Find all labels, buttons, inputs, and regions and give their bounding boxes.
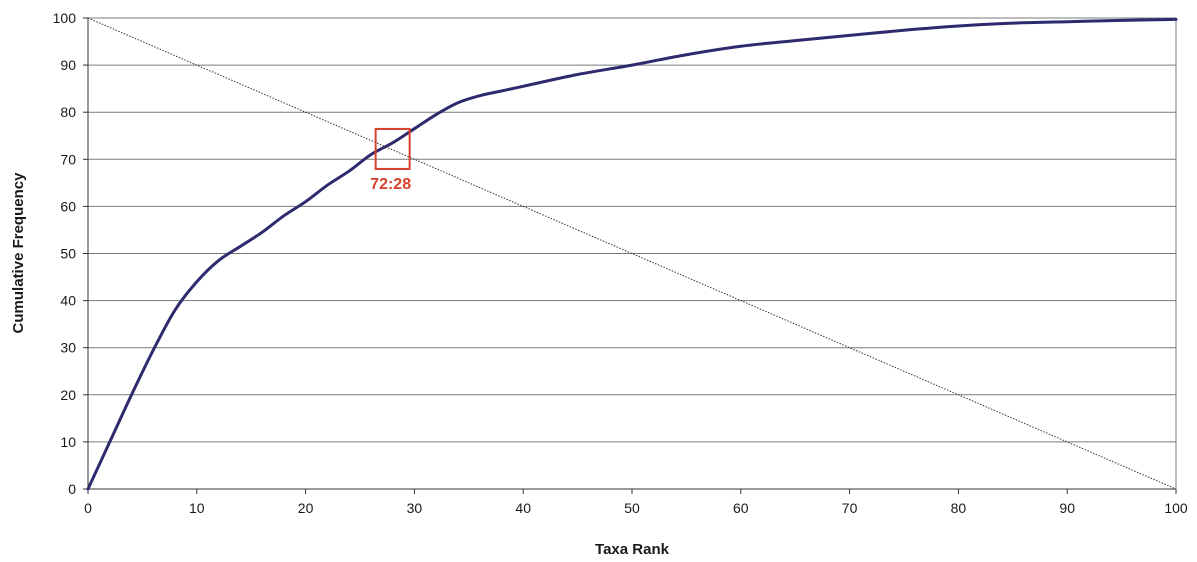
y-tick-label: 50 xyxy=(60,246,76,262)
y-tick-label: 40 xyxy=(60,293,76,309)
x-tick-label: 90 xyxy=(1059,500,1075,516)
y-tick-label: 20 xyxy=(60,387,76,403)
x-axis-title: Taxa Rank xyxy=(595,541,670,558)
y-tick-label: 100 xyxy=(53,10,77,26)
y-tick-label: 70 xyxy=(60,151,76,167)
axes xyxy=(83,17,1177,494)
cumulative-frequency-line xyxy=(86,17,1178,491)
y-tick-label: 10 xyxy=(60,434,76,450)
crossover-label: 72:28 xyxy=(370,176,411,193)
series-group xyxy=(86,17,1178,491)
x-tick-labels: 0 10 20 30 40 50 60 70 80 90 100 xyxy=(84,500,1188,516)
gridlines xyxy=(88,17,1176,490)
x-tick-label: 60 xyxy=(733,500,749,516)
y-tick-label: 60 xyxy=(60,198,76,214)
x-tick-label: 30 xyxy=(407,500,423,516)
x-tick-label: 100 xyxy=(1164,500,1188,516)
crossover-marker-box xyxy=(374,127,411,170)
x-tick-label: 70 xyxy=(842,500,858,516)
x-tick-label: 10 xyxy=(189,500,205,516)
y-tick-label: 0 xyxy=(68,481,76,497)
x-tick-label: 20 xyxy=(298,500,314,516)
x-tick-label: 40 xyxy=(515,500,531,516)
y-tick-label: 30 xyxy=(60,340,76,356)
x-tick-label: 50 xyxy=(624,500,640,516)
x-tick-label: 80 xyxy=(951,500,967,516)
diagonal-reference-line xyxy=(87,17,1177,490)
y-tick-label: 90 xyxy=(60,57,76,73)
x-tick-label: 0 xyxy=(84,500,92,516)
y-tick-labels: 0 10 20 30 40 50 60 70 80 90 100 xyxy=(53,10,77,497)
y-axis-title: Cumulative Frequency xyxy=(10,172,27,334)
annotations: 72:28 xyxy=(370,127,411,193)
y-tick-label: 80 xyxy=(60,104,76,120)
